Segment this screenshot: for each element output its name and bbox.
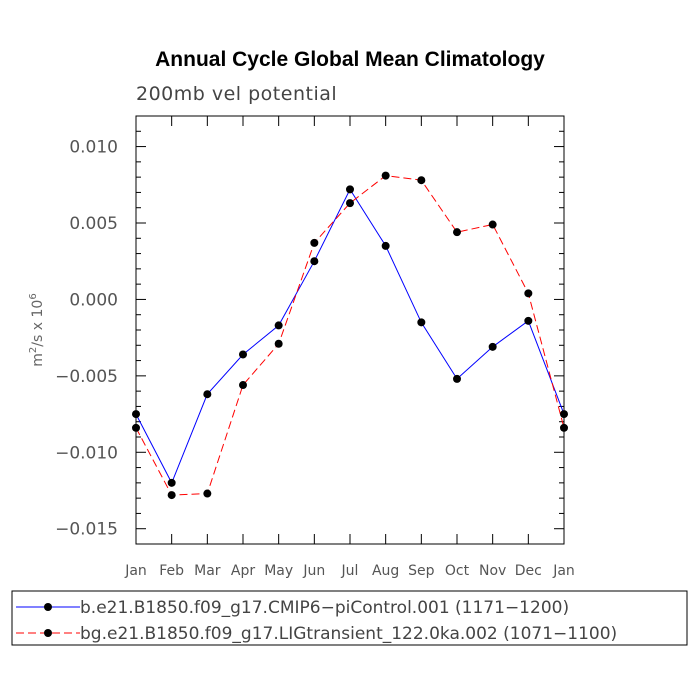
series-2-point [560,423,568,432]
y-axis-ticks: −0.015 −0.010 −0.005 0.000 0.005 0.010 [55,115,564,545]
series-2-point [239,381,247,390]
x-tick-label: Mar [194,563,221,579]
x-tick-label: Jul [341,563,359,579]
series-layer [132,171,568,500]
x-tick-label: Jan [552,563,575,579]
x-tick-label: Dec [515,563,542,579]
series-1-point [239,350,247,359]
y-tick-label: 0.000 [69,290,118,310]
series-2-point [310,238,319,247]
series-1-point [203,390,212,399]
x-tick-label: Sep [408,563,435,579]
x-tick-label: Oct [445,563,470,579]
legend-marker-2 [44,629,52,637]
chart-title: Annual Cycle Global Mean Climatology [155,48,545,71]
series-1-point [453,374,461,383]
x-tick-label: Nov [479,563,506,579]
series-1-point [274,321,283,330]
series-line-1 [135,188,565,485]
series-2-point [132,423,140,432]
series-1-point [488,342,497,351]
legend-label-2: bg.e21.B1850.f09_g17.LIGtransient_122.0k… [80,624,617,644]
series-1-point [310,257,319,266]
series-1-point [381,241,390,250]
x-tick-label: Jun [302,563,325,579]
x-tick-label: Apr [231,563,255,579]
series-2-point [488,220,497,229]
series-line-2 [135,175,565,496]
series-2-point [346,199,354,208]
series-1-point [560,410,568,419]
x-axis-ticks: Jan Feb Mar Apr May Jun Jul Aug Sep Oct Nov Dec Jan [124,116,575,579]
x-tick-label: Feb [159,563,184,579]
y-axis-label: m2/s x 106 [28,293,46,366]
series-2-point [274,339,283,348]
series-1-point [132,410,140,419]
legend-marker-1 [44,603,52,611]
y-tick-label: 0.010 [69,138,118,158]
series-2-point [203,489,212,498]
series-1-point [417,318,426,327]
y-tick-label: 0.005 [69,214,118,234]
series-1-point [167,478,176,487]
series-2-point [417,176,426,185]
chart-subtitle: 200mb vel potential [136,83,337,105]
series-2-point [524,289,533,298]
series-2-point [167,491,176,500]
legend-label-1: b.e21.B1850.f09_g17.CMIP6−piControl.001 … [80,598,569,618]
series-1-point [524,316,533,325]
y-tick-label: −0.005 [55,367,118,387]
legend-box [11,590,688,646]
y-tick-label: −0.010 [55,443,118,463]
x-tick-label: Aug [372,563,399,579]
legend: b.e21.B1850.f09_g17.CMIP6−piControl.001 … [16,598,617,644]
x-tick-label: May [264,563,293,579]
series-2-point [453,228,461,237]
y-tick-label: −0.015 [55,520,118,540]
x-tick-label: Jan [124,563,147,579]
plot-frame [135,115,565,545]
series-1-point [346,185,354,194]
series-2-point [381,171,390,180]
